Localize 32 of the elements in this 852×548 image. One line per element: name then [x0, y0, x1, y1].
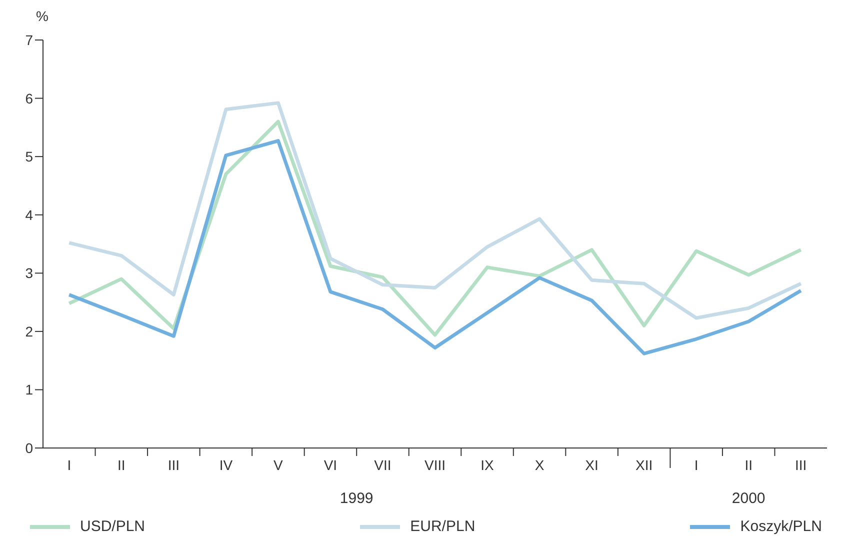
legend-label: Koszyk/PLN — [740, 518, 822, 535]
x-tick-label: III — [795, 457, 807, 473]
x-tick-label: VIII — [424, 457, 446, 473]
x-tick-label: IV — [219, 457, 234, 473]
x-tick-label: III — [168, 457, 180, 473]
y-tick-label: 1 — [25, 382, 34, 398]
legend-label: USD/PLN — [80, 518, 146, 535]
x-tick-label: X — [534, 457, 545, 473]
y-tick-label: 4 — [25, 206, 34, 223]
x-tick-label: V — [274, 457, 284, 473]
y-axis-title: % — [36, 8, 48, 24]
y-tick-label: 0 — [25, 440, 34, 456]
x-tick-label: I — [67, 457, 72, 473]
text: 2000 — [730, 490, 766, 507]
x-tick-label: I — [694, 457, 698, 473]
x-tick-label: II — [744, 457, 752, 473]
x-tick-label: VII — [374, 457, 392, 473]
y-tick-label: 5 — [25, 148, 34, 165]
text: 1999 — [338, 490, 374, 507]
x-tick-label: XII — [636, 457, 653, 473]
x-tick-label: XI — [585, 457, 598, 473]
line-series — [67, 120, 803, 337]
legend-label: EUR/PLN — [410, 518, 476, 535]
y-tick-label: 2 — [25, 323, 34, 340]
x-tick-label: IX — [480, 457, 495, 473]
y-tick-label: 7 — [25, 32, 34, 48]
x-tick-label: II — [118, 457, 126, 473]
x-tick-label: VI — [324, 457, 338, 473]
line-series — [67, 139, 803, 356]
y-tick-label: 3 — [25, 265, 34, 282]
y-tick-label: 6 — [25, 90, 34, 106]
line-series — [67, 101, 803, 320]
